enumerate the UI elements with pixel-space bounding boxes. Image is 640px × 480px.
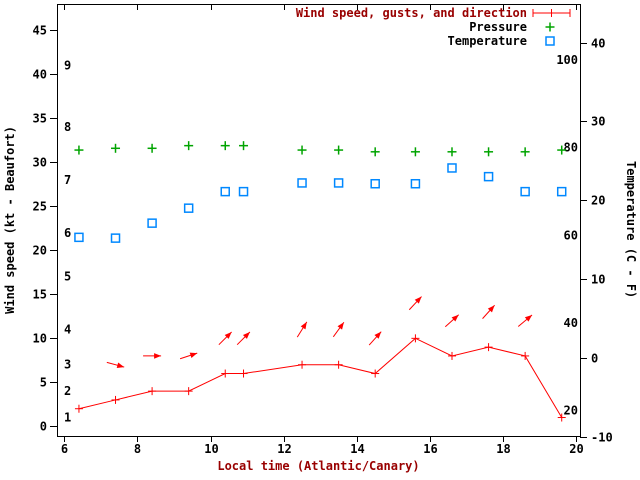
svg-text:18: 18 — [496, 442, 510, 456]
svg-text:1: 1 — [64, 411, 71, 425]
svg-text:7: 7 — [64, 173, 71, 187]
legend-label-temperature: Temperature — [447, 34, 527, 48]
svg-text:80: 80 — [564, 141, 578, 155]
svg-text:8: 8 — [64, 120, 71, 134]
svg-text:12: 12 — [277, 442, 291, 456]
svg-text:20: 20 — [33, 244, 47, 258]
svg-text:20: 20 — [569, 442, 583, 456]
svg-text:25: 25 — [33, 200, 47, 214]
legend-label-pressure: Pressure — [469, 20, 527, 34]
svg-text:10: 10 — [591, 273, 605, 287]
svg-text:45: 45 — [33, 24, 47, 38]
svg-text:2: 2 — [64, 384, 71, 398]
svg-text:100: 100 — [556, 53, 578, 67]
svg-text:14: 14 — [350, 442, 364, 456]
x-axis-title: Local time (Atlantic/Canary) — [217, 459, 420, 473]
svg-text:-10: -10 — [591, 431, 613, 445]
svg-text:30: 30 — [591, 115, 605, 129]
legend: Wind speed, gusts, and direction Pressur… — [296, 6, 527, 48]
svg-text:40: 40 — [33, 68, 47, 82]
svg-text:10: 10 — [204, 442, 218, 456]
right-axis-title-wrap: Temperature (C - F) — [622, 4, 640, 456]
svg-text:9: 9 — [64, 59, 71, 73]
svg-text:0: 0 — [591, 352, 598, 366]
svg-text:60: 60 — [564, 228, 578, 242]
svg-text:6: 6 — [64, 226, 71, 240]
svg-text:16: 16 — [423, 442, 437, 456]
svg-text:35: 35 — [33, 112, 47, 126]
svg-text:20: 20 — [591, 194, 605, 208]
svg-text:30: 30 — [33, 156, 47, 170]
svg-text:8: 8 — [134, 442, 141, 456]
right-axis-title: Temperature (C - F) — [624, 161, 638, 299]
svg-text:5: 5 — [40, 376, 47, 390]
left-axis-title: Wind speed (kt - Beaufort) — [3, 126, 17, 314]
legend-label-wind: Wind speed, gusts, and direction — [295, 6, 527, 20]
svg-text:0: 0 — [40, 420, 47, 434]
svg-text:3: 3 — [64, 358, 71, 372]
svg-text:40: 40 — [591, 37, 605, 51]
left-axis-title-wrap: Wind speed (kt - Beaufort) — [0, 4, 20, 436]
svg-text:10: 10 — [33, 332, 47, 346]
svg-text:40: 40 — [564, 316, 578, 330]
svg-text:5: 5 — [64, 270, 71, 284]
svg-text:20: 20 — [564, 404, 578, 418]
svg-text:4: 4 — [64, 323, 71, 337]
svg-text:15: 15 — [33, 288, 47, 302]
svg-text:6: 6 — [61, 442, 68, 456]
